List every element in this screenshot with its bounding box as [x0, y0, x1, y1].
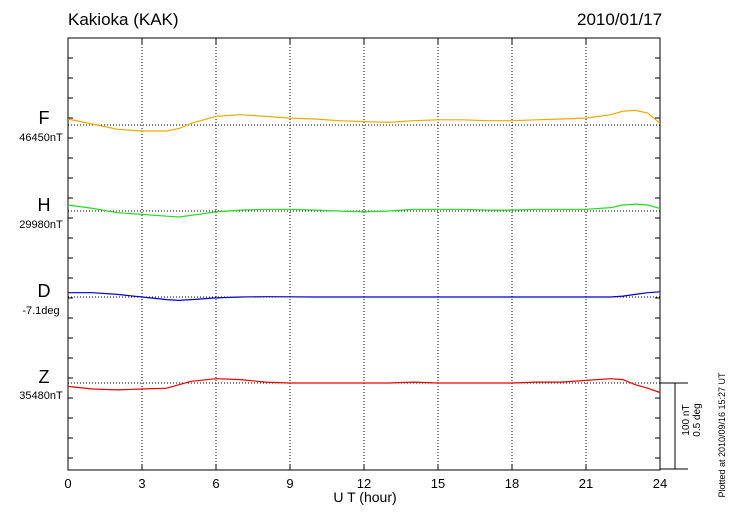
scale-nt-label: 100 nT: [681, 404, 692, 436]
series-base-h: 29980nT: [19, 219, 63, 231]
x-tick-label-4: 12: [357, 476, 371, 491]
series-label-h: H: [37, 195, 51, 215]
series-base-z: 35480nT: [19, 390, 63, 402]
x-tick-label-7: 21: [579, 476, 593, 491]
x-axis-label: U T (hour): [333, 489, 397, 505]
series-base-f: 46450nT: [19, 132, 63, 144]
x-tick-label-2: 6: [212, 476, 219, 491]
series-line-z: [67, 378, 661, 394]
series-line-d: [68, 291, 661, 302]
series-label-d: D: [37, 281, 51, 301]
x-tick-label-5: 15: [431, 476, 445, 491]
station-title: Kakioka (KAK): [68, 10, 179, 29]
scale-bar-labels: 100 nT 0.5 deg: [681, 403, 703, 436]
x-tick-label-1: 3: [138, 476, 145, 491]
x-tick-label-6: 18: [505, 476, 519, 491]
x-tick-label-8: 24: [653, 476, 667, 491]
series-line-f: [67, 109, 661, 132]
x-tick-label-3: 9: [286, 476, 293, 491]
series-base-d: -7.1deg: [22, 305, 60, 317]
series-label-z: Z: [38, 367, 50, 387]
series-label-f: F: [38, 108, 50, 128]
date-label: 2010/01/17: [577, 10, 663, 29]
plotted-timestamp: Plotted at 2010/09/16 15:27 UT: [717, 372, 727, 498]
x-tick-label-0: 0: [64, 476, 71, 491]
series-line-h: [67, 203, 661, 218]
scale-deg-label: 0.5 deg: [692, 403, 703, 437]
